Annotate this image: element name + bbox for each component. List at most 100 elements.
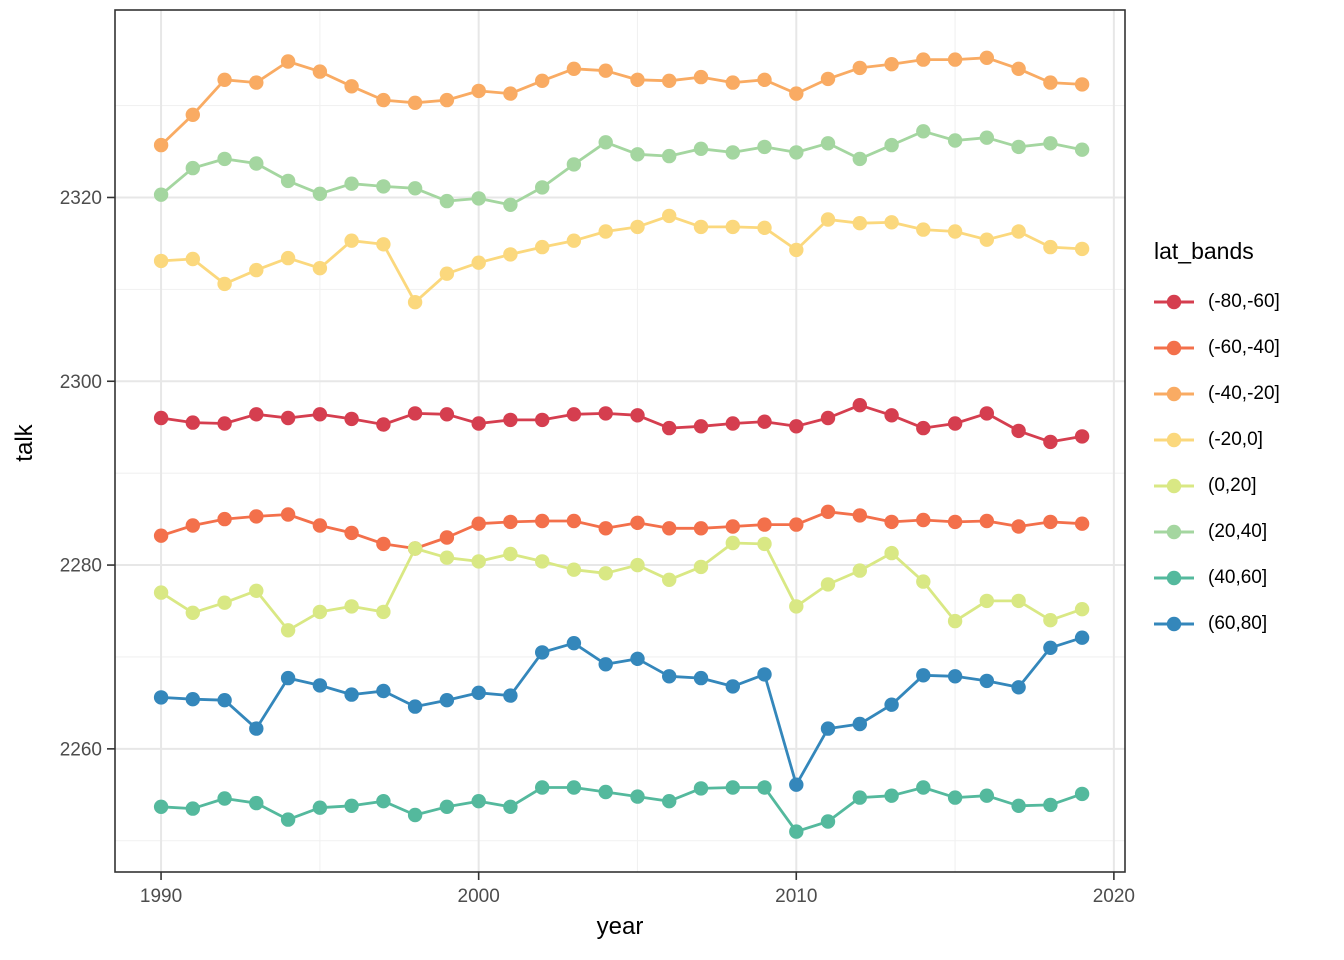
x-tick-label: 2020	[1093, 886, 1135, 907]
series-point-(-60,-40]	[947, 514, 963, 530]
series-point-(40,60]	[376, 794, 391, 809]
series-point-(-60,-40]	[662, 521, 677, 536]
series-point-(20,40]	[407, 181, 423, 196]
series-point-(20,40]	[185, 160, 200, 176]
series-point-(-20,0]	[693, 219, 709, 235]
series-point-(-40,-20]	[630, 72, 645, 88]
series-point-(0,20]	[662, 572, 677, 587]
series-point-(-60,-40]	[312, 518, 328, 533]
series-point-(-40,-20]	[979, 50, 994, 65]
series-point-(60,80]	[249, 721, 264, 736]
series-point-(0,20]	[344, 599, 359, 614]
series-point-(-60,-40]	[820, 504, 836, 519]
legend-entry: (-60,-40]	[1152, 337, 1342, 359]
series-point-(60,80]	[598, 657, 613, 672]
series-point-(-20,0]	[376, 237, 391, 252]
series-point-(20,40]	[884, 137, 899, 153]
series-point-(-80,-60]	[280, 410, 296, 426]
series-point-(-20,0]	[757, 220, 772, 235]
series-point-(-20,0]	[566, 233, 582, 248]
legend-key-point	[1166, 478, 1182, 494]
series-point-(-80,-60]	[312, 407, 328, 422]
legend-entry: (40,60]	[1152, 567, 1342, 589]
series-point-(20,40]	[820, 136, 836, 151]
legend-key-icon	[1154, 340, 1194, 356]
series-point-(60,80]	[1011, 680, 1026, 695]
series-point-(-40,-20]	[757, 72, 772, 88]
series-point-(0,20]	[789, 599, 804, 614]
series-point-(-20,0]	[916, 222, 931, 237]
series-point-(60,80]	[725, 679, 740, 694]
series-point-(0,20]	[979, 593, 994, 609]
series-point-(40,60]	[503, 799, 518, 814]
series-point-(-40,-20]	[566, 61, 582, 76]
series-point-(-20,0]	[947, 224, 963, 239]
series-point-(20,40]	[249, 156, 264, 171]
series-point-(-80,-60]	[916, 420, 931, 436]
series-point-(-40,-20]	[884, 56, 899, 72]
series-point-(60,80]	[693, 670, 709, 686]
legend-entry-label: (20,40]	[1208, 521, 1268, 542]
series-point-(-80,-60]	[185, 415, 200, 430]
x-axis-title: year	[596, 913, 644, 940]
legend-key-point	[1166, 340, 1182, 356]
series-point-(-80,-60]	[693, 419, 709, 434]
series-point-(-80,-60]	[535, 412, 550, 428]
series-point-(-40,-20]	[789, 86, 804, 101]
panel-border	[114, 9, 1126, 873]
series-point-(-60,-40]	[376, 536, 391, 552]
series-point-(-20,0]	[820, 212, 836, 227]
series-point-(-20,0]	[630, 219, 645, 235]
series-point-(60,80]	[407, 699, 423, 714]
legend-key-icon	[1154, 478, 1194, 494]
legend-key-icon	[1154, 616, 1194, 632]
series-point-(60,80]	[185, 692, 200, 707]
series-point-(60,80]	[153, 690, 169, 705]
series-point-(-80,-60]	[439, 407, 455, 422]
series-point-(-20,0]	[1011, 224, 1026, 239]
series-point-(-60,-40]	[852, 508, 867, 523]
series-point-(20,40]	[630, 147, 645, 162]
series-point-(-20,0]	[884, 215, 899, 230]
series-point-(-80,-60]	[407, 406, 423, 421]
series-point-(20,40]	[1074, 142, 1090, 157]
series-point-(40,60]	[153, 799, 169, 814]
series-point-(20,40]	[153, 187, 169, 202]
series-point-(-40,-20]	[217, 72, 232, 88]
series-point-(40,60]	[979, 788, 994, 803]
series-point-(-20,0]	[535, 239, 550, 255]
series-point-(0,20]	[725, 535, 740, 551]
series-point-(-80,-60]	[852, 398, 867, 413]
series-point-(-40,-20]	[344, 79, 359, 94]
series-point-(60,80]	[662, 669, 677, 684]
legend-key-point	[1166, 386, 1182, 402]
series-point-(0,20]	[852, 563, 867, 578]
series-point-(-20,0]	[979, 232, 994, 247]
series-point-(-20,0]	[852, 216, 867, 231]
x-tick-label: 2000	[458, 886, 500, 907]
series-point-(-20,0]	[217, 276, 232, 292]
series-point-(-60,-40]	[693, 521, 709, 536]
legend-entry: (-80,-60]	[1152, 291, 1342, 313]
series-point-(-60,-40]	[503, 514, 518, 530]
series-point-(20,40]	[947, 133, 963, 148]
legend-entry-label: (-80,-60]	[1208, 291, 1280, 312]
series-point-(20,40]	[1011, 139, 1026, 155]
series-point-(60,80]	[280, 670, 296, 686]
series-point-(-20,0]	[662, 208, 677, 224]
series-point-(-60,-40]	[725, 519, 740, 534]
series-point-(-60,-40]	[630, 515, 645, 530]
series-point-(-80,-60]	[1074, 429, 1090, 444]
series-point-(20,40]	[725, 145, 740, 160]
series-point-(0,20]	[598, 566, 613, 581]
series-point-(-60,-40]	[344, 525, 359, 541]
series-point-(0,20]	[630, 557, 645, 573]
legend-entry-label: (-20,0]	[1208, 429, 1263, 450]
series-point-(-40,-20]	[1043, 75, 1058, 90]
series-point-(0,20]	[249, 583, 264, 598]
series-point-(20,40]	[789, 145, 804, 160]
series-point-(-60,-40]	[217, 511, 232, 527]
series-point-(20,40]	[280, 173, 296, 189]
series-point-(-60,-40]	[1011, 519, 1026, 534]
